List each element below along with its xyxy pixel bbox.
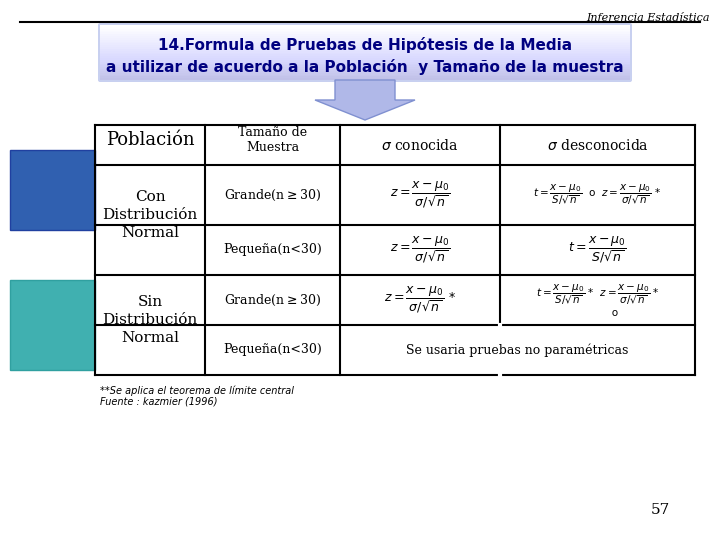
Bar (100, 75, 630, 76)
Bar (100, 60, 630, 62)
Bar (100, 62, 630, 64)
Text: $z = \dfrac{x - \mu_0}{\sigma / \sqrt{n}}$: $z = \dfrac{x - \mu_0}{\sigma / \sqrt{n}… (390, 180, 450, 210)
Bar (100, 32, 630, 34)
Bar (100, 47, 630, 49)
Bar (100, 38, 630, 39)
Text: Inferencia Estadística: Inferencia Estadística (587, 12, 710, 23)
Bar (100, 69, 630, 71)
Text: Se usaria pruebas no paramétricas: Se usaria pruebas no paramétricas (406, 343, 629, 357)
Bar (100, 67, 630, 69)
Bar (100, 65, 630, 67)
Polygon shape (315, 80, 415, 120)
Text: 57: 57 (650, 503, 670, 517)
Bar (100, 64, 630, 65)
Bar (100, 56, 630, 58)
Bar (100, 27, 630, 29)
Text: Grande(n$\geq$30): Grande(n$\geq$30) (224, 187, 321, 202)
Text: Sin
Distribución
Normal: Sin Distribución Normal (102, 295, 197, 346)
Bar (100, 45, 630, 47)
Text: $t = \dfrac{x - \mu_0}{S / \sqrt{n}}$  o  $z = \dfrac{x - \mu_0}{\sigma / \sqrt{: $t = \dfrac{x - \mu_0}{S / \sqrt{n}}$ o … (534, 183, 662, 207)
Text: $t = \dfrac{x - \mu_0}{S / \sqrt{n}}$ *  $z = \dfrac{x - \mu_0}{\sigma / \sqrt{n: $t = \dfrac{x - \mu_0}{S / \sqrt{n}}$ * … (536, 282, 660, 318)
Bar (10, 150, 95, 230)
Bar (100, 73, 630, 75)
Bar (100, 51, 630, 52)
Text: Población: Población (106, 131, 194, 149)
Text: $\sigma$ desconocida: $\sigma$ desconocida (546, 138, 649, 152)
Bar (100, 30, 630, 32)
Bar (100, 58, 630, 60)
Bar (100, 76, 630, 78)
Bar (100, 49, 630, 51)
Bar (10, 280, 95, 370)
Text: $t = \dfrac{x - \mu_0}{S / \sqrt{n}}$: $t = \dfrac{x - \mu_0}{S / \sqrt{n}}$ (568, 235, 627, 265)
Text: Con
Distribución
Normal: Con Distribución Normal (102, 190, 197, 240)
Text: a utilizar de acuerdo a la Población  y Tamaño de la muestra: a utilizar de acuerdo a la Población y T… (106, 59, 624, 75)
Bar (100, 34, 630, 36)
Bar (100, 25, 630, 27)
Bar (100, 52, 630, 55)
Text: $z = \dfrac{x - \mu_0}{\sigma / \sqrt{n}}$: $z = \dfrac{x - \mu_0}{\sigma / \sqrt{n}… (390, 235, 450, 265)
Bar (100, 39, 630, 42)
Text: $z = \dfrac{x - \mu_0}{\sigma / \sqrt{n}}$ *: $z = \dfrac{x - \mu_0}{\sigma / \sqrt{n}… (384, 285, 456, 315)
Bar (100, 78, 630, 80)
Bar (100, 29, 630, 30)
Text: Pequeña(n<30): Pequeña(n<30) (223, 343, 322, 356)
Bar (100, 36, 630, 38)
Text: Tamaño de
Muestra: Tamaño de Muestra (238, 126, 307, 154)
Bar (100, 55, 630, 56)
FancyBboxPatch shape (98, 23, 632, 82)
Text: Pequeña(n<30): Pequeña(n<30) (223, 244, 322, 256)
Bar (100, 71, 630, 73)
Text: **Se aplica el teorema de límite central: **Se aplica el teorema de límite central (100, 385, 294, 395)
Text: $\sigma$ conocida: $\sigma$ conocida (381, 138, 459, 152)
Text: 14.Formula de Pruebas de Hipótesis de la Media: 14.Formula de Pruebas de Hipótesis de la… (158, 37, 572, 53)
Text: Grande(n$\geq$30): Grande(n$\geq$30) (224, 293, 321, 308)
Bar (100, 43, 630, 45)
Text: Fuente : kazmier (1996): Fuente : kazmier (1996) (100, 397, 217, 407)
Bar (100, 42, 630, 43)
